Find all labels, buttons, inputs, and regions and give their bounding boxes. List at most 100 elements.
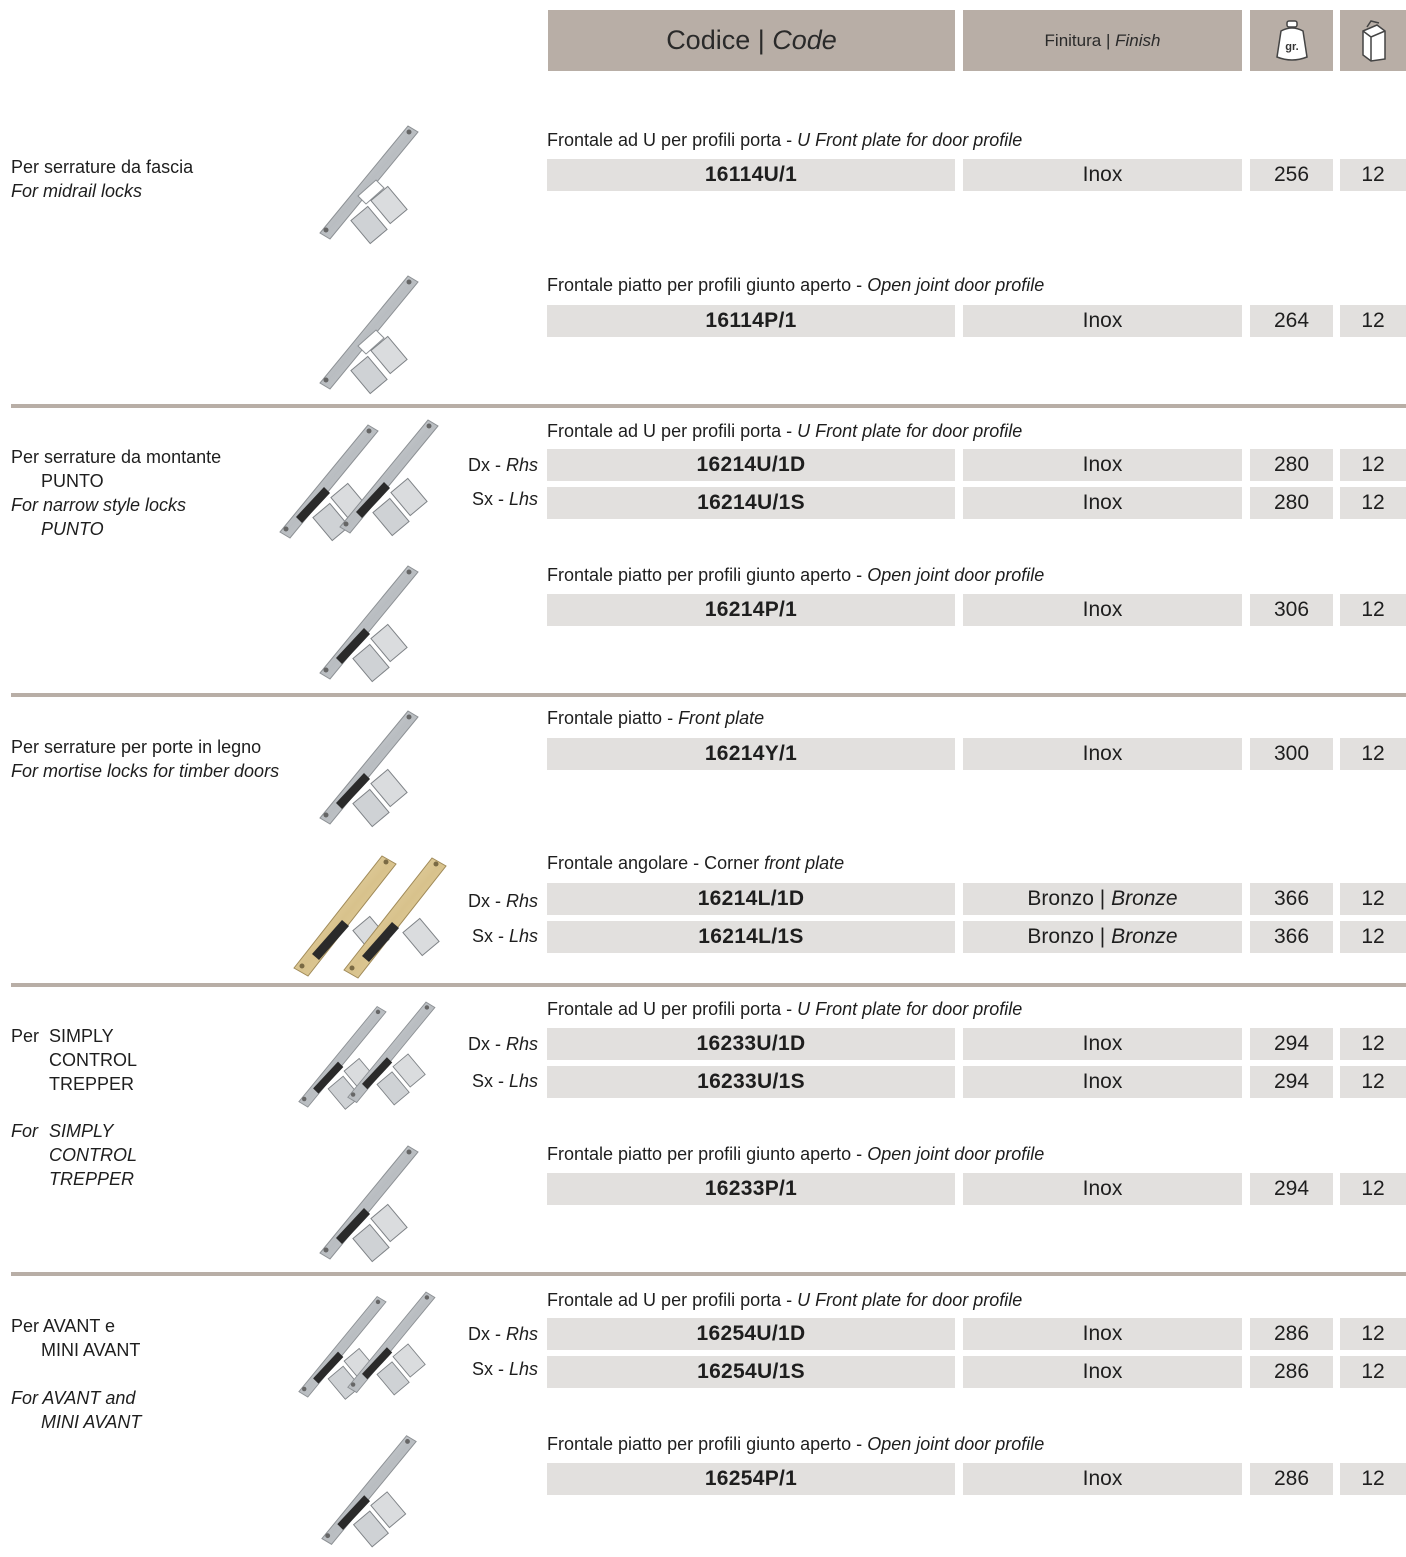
table-row-weight: 286 bbox=[1250, 1463, 1333, 1495]
column-header-code: Codice | Code bbox=[548, 10, 955, 71]
column-header-pack bbox=[1340, 10, 1406, 71]
table-row-weight: 366 bbox=[1250, 921, 1333, 953]
description-front-plate: Frontale piatto - Front plate bbox=[547, 708, 765, 728]
description-u-front: Frontale ad U per profili porta - U Fron… bbox=[547, 1290, 1023, 1310]
description-open-joint: Frontale piatto per profili giunto apert… bbox=[547, 1434, 1045, 1454]
product-image-16233P bbox=[319, 1145, 419, 1263]
table-row-code: 16233U/1S bbox=[547, 1066, 955, 1098]
table-row-code: 16214Y/1 bbox=[547, 738, 955, 770]
table-row-pack: 12 bbox=[1340, 883, 1406, 915]
table-row-weight: 280 bbox=[1250, 449, 1333, 481]
table-row-finish: Inox bbox=[963, 1066, 1242, 1098]
table-row-finish: Inox bbox=[963, 1173, 1242, 1205]
table-row-weight: 294 bbox=[1250, 1173, 1333, 1205]
box-icon bbox=[1362, 19, 1386, 62]
side-label-left: Sx - Lhs bbox=[471, 1071, 538, 1091]
table-row-code: 16214U/1S bbox=[547, 487, 955, 519]
header-finish-label-en: Finish bbox=[1115, 30, 1161, 50]
description-corner-front: Frontale angolare - Corner front plate bbox=[547, 853, 845, 873]
table-row-finish: Inox bbox=[963, 159, 1242, 191]
description-open-joint: Frontale piatto per profili giunto apert… bbox=[547, 565, 1045, 585]
table-row-pack: 12 bbox=[1340, 1066, 1406, 1098]
section-divider bbox=[11, 1272, 1406, 1276]
table-row-pack: 12 bbox=[1340, 738, 1406, 770]
product-image-16254P bbox=[321, 1435, 417, 1548]
table-row-code: 16254U/1D bbox=[547, 1318, 955, 1350]
table-row-pack: 12 bbox=[1340, 921, 1406, 953]
column-header-finish: Finitura | Finish bbox=[963, 10, 1242, 71]
table-row-finish: Inox bbox=[963, 1463, 1242, 1495]
section-divider bbox=[11, 693, 1406, 697]
svg-text:gr.: gr. bbox=[1285, 41, 1298, 53]
product-image-16114P bbox=[319, 275, 419, 395]
table-row-pack: 12 bbox=[1340, 487, 1406, 519]
category-avant: Per AVANT e MINI AVANT For AVANT and MIN… bbox=[11, 1316, 142, 1432]
table-row-code: 16233P/1 bbox=[547, 1173, 955, 1205]
table-row-code: 16214P/1 bbox=[547, 594, 955, 626]
table-row-weight: 286 bbox=[1250, 1318, 1333, 1350]
table-row-pack: 12 bbox=[1340, 594, 1406, 626]
side-label-right: Dx - Rhs bbox=[467, 455, 538, 475]
table-row-weight: 294 bbox=[1250, 1028, 1333, 1060]
description-open-joint: Frontale piatto per profili giunto apert… bbox=[547, 1144, 1045, 1164]
table-row-code: 16233U/1D bbox=[547, 1028, 955, 1060]
product-image-16214U bbox=[279, 419, 439, 542]
table-row-code: 16114U/1 bbox=[547, 159, 955, 191]
description-u-front: Frontale ad U per profili porta - U Fron… bbox=[547, 421, 1023, 441]
table-row-finish: Inox bbox=[963, 738, 1242, 770]
table-row-code: 16214L/1D bbox=[547, 883, 955, 915]
category-midrail: Per serrature da fascia For midrail lock… bbox=[11, 157, 194, 201]
product-image-16214Y bbox=[319, 710, 419, 828]
product-image-16214P bbox=[319, 565, 419, 683]
header-finish-label: Finitura bbox=[1044, 30, 1102, 50]
table-row-weight: 280 bbox=[1250, 487, 1333, 519]
side-label-left: Sx - Lhs bbox=[471, 489, 538, 509]
product-image-16214L bbox=[293, 855, 447, 979]
side-label-left: Sx - Lhs bbox=[471, 926, 538, 946]
table-row-pack: 12 bbox=[1340, 1356, 1406, 1388]
category-narrow-style: Per serrature da montante PUNTO For narr… bbox=[11, 447, 222, 539]
side-label-left: Sx - Lhs bbox=[471, 1359, 538, 1379]
table-row-weight: 264 bbox=[1250, 305, 1333, 337]
product-image-16114U bbox=[319, 125, 419, 245]
table-row-code: 16254U/1S bbox=[547, 1356, 955, 1388]
product-image-16254U bbox=[298, 1291, 436, 1400]
table-row-code: 16114P/1 bbox=[547, 305, 955, 337]
description-open-joint: Frontale piatto per profili giunto apert… bbox=[547, 275, 1045, 295]
header-code-label: Codice bbox=[666, 25, 751, 55]
table-row-finish: Bronzo | Bronze bbox=[963, 921, 1242, 953]
table-row-finish: Inox bbox=[963, 305, 1242, 337]
section-divider bbox=[11, 983, 1406, 987]
table-row-weight: 300 bbox=[1250, 738, 1333, 770]
column-header-weight: gr. bbox=[1250, 10, 1333, 71]
table-row-pack: 12 bbox=[1340, 1028, 1406, 1060]
table-row-finish: Inox bbox=[963, 487, 1242, 519]
product-image-16233U bbox=[298, 1001, 436, 1110]
table-row-weight: 294 bbox=[1250, 1066, 1333, 1098]
section-divider bbox=[11, 404, 1406, 408]
table-row-finish: Inox bbox=[963, 1318, 1242, 1350]
category-simply-control-trepper: Per SIMPLY CONTROL TREPPER For SIMPLY CO… bbox=[11, 1026, 138, 1189]
table-row-finish: Inox bbox=[963, 1028, 1242, 1060]
side-label-right: Dx - Rhs bbox=[467, 1324, 538, 1344]
description-u-front: Frontale ad U per profili porta - U Fron… bbox=[547, 999, 1023, 1019]
table-row-code: 16214L/1S bbox=[547, 921, 955, 953]
side-label-right: Dx - Rhs bbox=[467, 1034, 538, 1054]
table-row-pack: 12 bbox=[1340, 1173, 1406, 1205]
table-row-pack: 12 bbox=[1340, 1318, 1406, 1350]
weight-icon: gr. bbox=[1275, 19, 1308, 61]
table-row-pack: 12 bbox=[1340, 1463, 1406, 1495]
table-row-finish: Inox bbox=[963, 1356, 1242, 1388]
table-row-weight: 306 bbox=[1250, 594, 1333, 626]
description-u-front: Frontale ad U per profili porta - U Fron… bbox=[547, 130, 1023, 150]
table-row-pack: 12 bbox=[1340, 449, 1406, 481]
table-row-code: 16254P/1 bbox=[547, 1463, 955, 1495]
table-row-pack: 12 bbox=[1340, 159, 1406, 191]
table-row-finish: Inox bbox=[963, 449, 1242, 481]
table-row-weight: 286 bbox=[1250, 1356, 1333, 1388]
table-row-pack: 12 bbox=[1340, 305, 1406, 337]
table-row-weight: 256 bbox=[1250, 159, 1333, 191]
table-row-finish: Bronzo | Bronze bbox=[963, 883, 1242, 915]
table-row-finish: Inox bbox=[963, 594, 1242, 626]
header-code-label-en: Code bbox=[772, 25, 837, 55]
